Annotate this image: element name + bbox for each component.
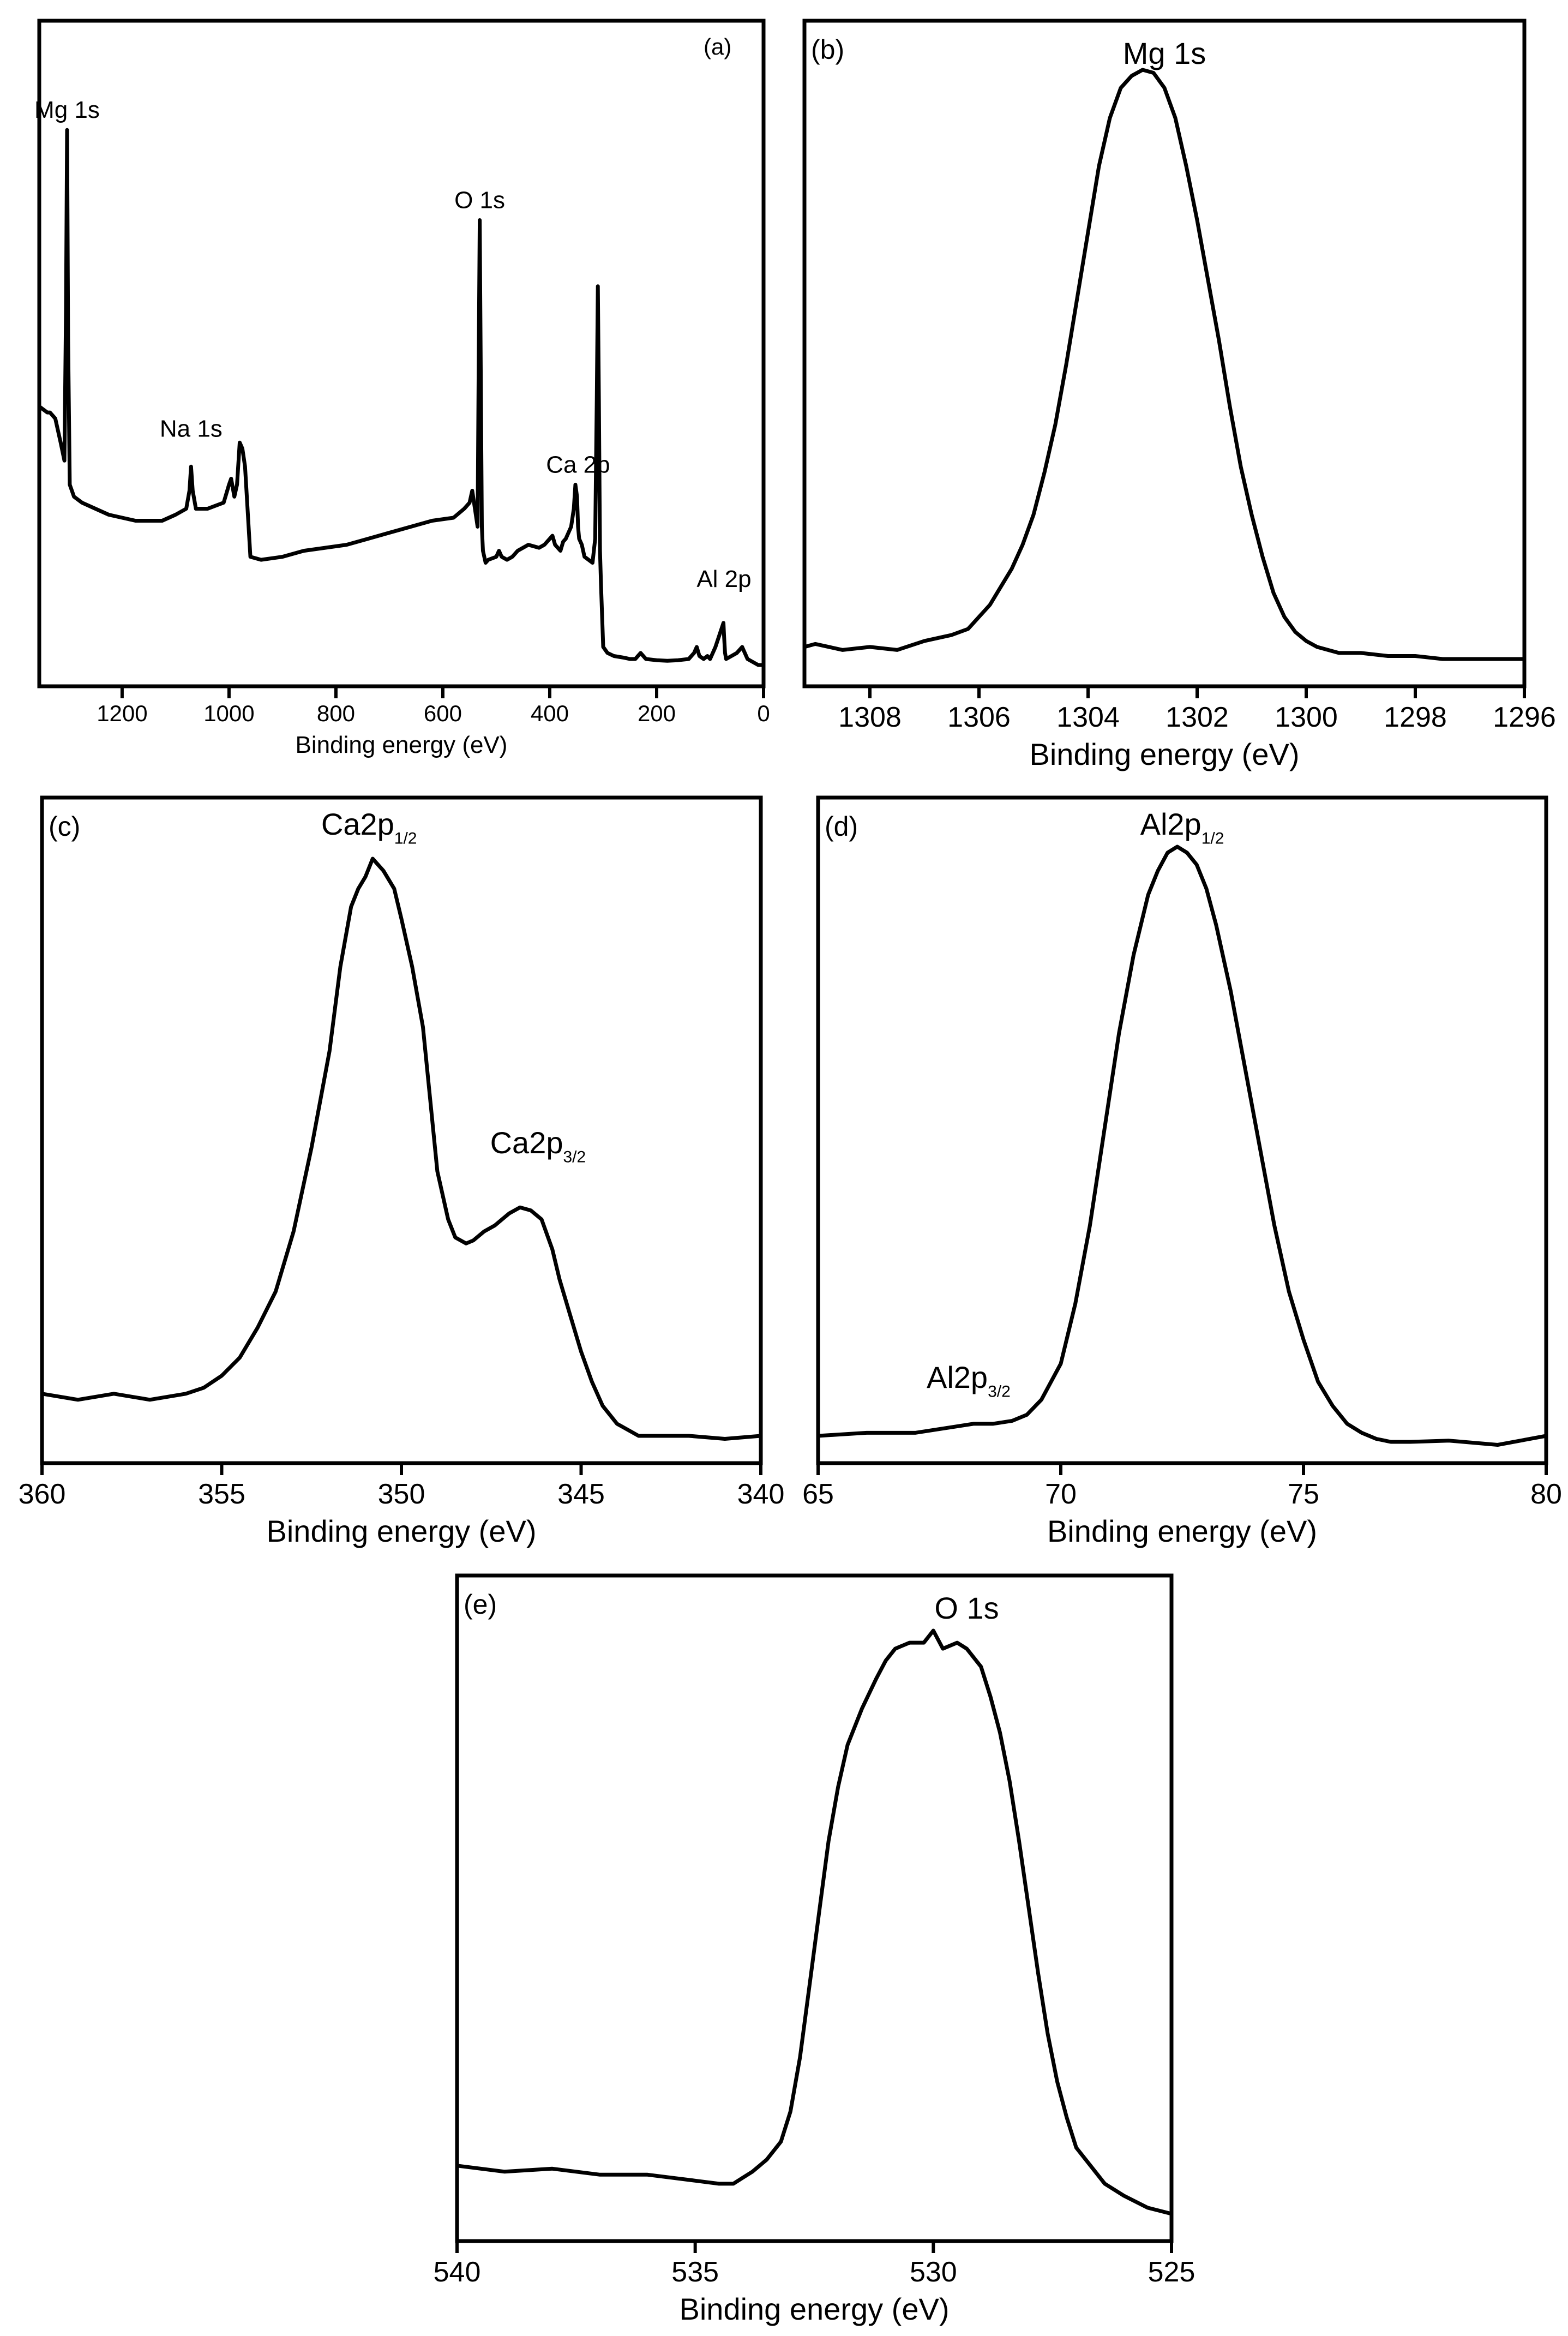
x-tick-label: 65: [802, 1478, 834, 1510]
x-tick-label: 350: [378, 1478, 425, 1510]
x-tick-label: 530: [910, 2256, 957, 2288]
peak-label: Al 2p: [696, 566, 751, 592]
plot-frame: [802, 19, 1527, 688]
peak-label: Ca2p1/2: [321, 807, 417, 848]
x-tick-label: 540: [434, 2256, 481, 2288]
x-tick-label: 200: [638, 700, 676, 726]
x-tick-label: 1298: [1384, 702, 1447, 733]
spectrum-line: [41, 856, 761, 1441]
panel-letter: (a): [704, 34, 731, 59]
x-tick-label: 1306: [947, 702, 1011, 733]
x-tick-label: 1300: [1275, 702, 1338, 733]
peak-label: Ca2p3/2: [490, 1125, 586, 1166]
panel-d: 65 70 75 80 Binding energy (eV) (d) Al2p1/2 Al2…: [802, 795, 1562, 1548]
panel-e: 540 535 530 525 Binding energy (eV) (e) O 1s: [434, 1573, 1195, 2326]
panel-letter: (c): [49, 811, 80, 842]
peak-label: Ca 2p: [546, 451, 610, 478]
x-tick-label: 525: [1148, 2256, 1195, 2288]
panel-letter: (e): [464, 1589, 497, 1620]
x-tick-label: 1296: [1493, 702, 1556, 733]
x-tick-label: 600: [424, 700, 462, 726]
x-axis-label: Binding energy (eV): [1030, 737, 1300, 771]
plot-frame: [455, 1573, 1174, 2243]
panel-b: 1308 1306 1304 1302 1300 1298 1296 Binding ener…: [802, 19, 1556, 771]
x-tick-label: 340: [737, 1478, 785, 1510]
x-axis-label: Binding energy (eV): [1047, 1514, 1317, 1548]
plot-frame: [816, 795, 1548, 1465]
spectrum-line: [818, 844, 1547, 1447]
peak-label: O 1s: [454, 187, 505, 214]
x-tick-label: 1000: [203, 700, 254, 726]
peak-label: Al2p3/2: [927, 1360, 1011, 1401]
x-tick-label: 1200: [97, 700, 147, 726]
x-tick-label: 70: [1045, 1478, 1077, 1510]
spectrum-line: [38, 128, 764, 667]
x-tick-label: 800: [317, 700, 355, 726]
x-tick-label: 345: [557, 1478, 605, 1510]
x-tick-label: 355: [198, 1478, 245, 1510]
x-axis-label: Binding energy (eV): [267, 1514, 537, 1548]
spectrum-line: [804, 68, 1524, 661]
panel-c: 360 355 350 345 340 Binding energy (eV) (c) Ca2…: [19, 795, 785, 1548]
x-tick-label: 360: [19, 1478, 66, 1510]
peak-label: O 1s: [934, 1591, 999, 1625]
x-tick-label: 1304: [1056, 702, 1120, 733]
x-tick-label: 80: [1530, 1478, 1562, 1510]
x-axis-label: Binding energy (eV): [680, 2292, 950, 2326]
panel-letter: (d): [825, 811, 858, 842]
plot-frame: [37, 19, 766, 688]
x-axis-label: Binding energy (eV): [296, 732, 508, 758]
peak-label: Na 1s: [160, 415, 223, 442]
x-tick-label: 1308: [838, 702, 902, 733]
panel-letter: (b): [811, 34, 844, 65]
x-tick-label: 75: [1288, 1478, 1319, 1510]
peak-label: Mg 1s: [34, 97, 100, 123]
x-tick-label: 0: [757, 700, 770, 726]
spectrum-line: [456, 1628, 1172, 2216]
x-tick-label: 535: [671, 2256, 719, 2288]
x-tick-label: 400: [531, 700, 569, 726]
plot-frame: [40, 795, 763, 1465]
panel-a: 1200 1000 800 600 400 200 0 Binding energy (eV)…: [34, 19, 770, 758]
x-tick-label: 1302: [1166, 702, 1229, 733]
peak-label: Mg 1s: [1123, 36, 1206, 70]
peak-label: Al2p1/2: [1140, 807, 1224, 848]
